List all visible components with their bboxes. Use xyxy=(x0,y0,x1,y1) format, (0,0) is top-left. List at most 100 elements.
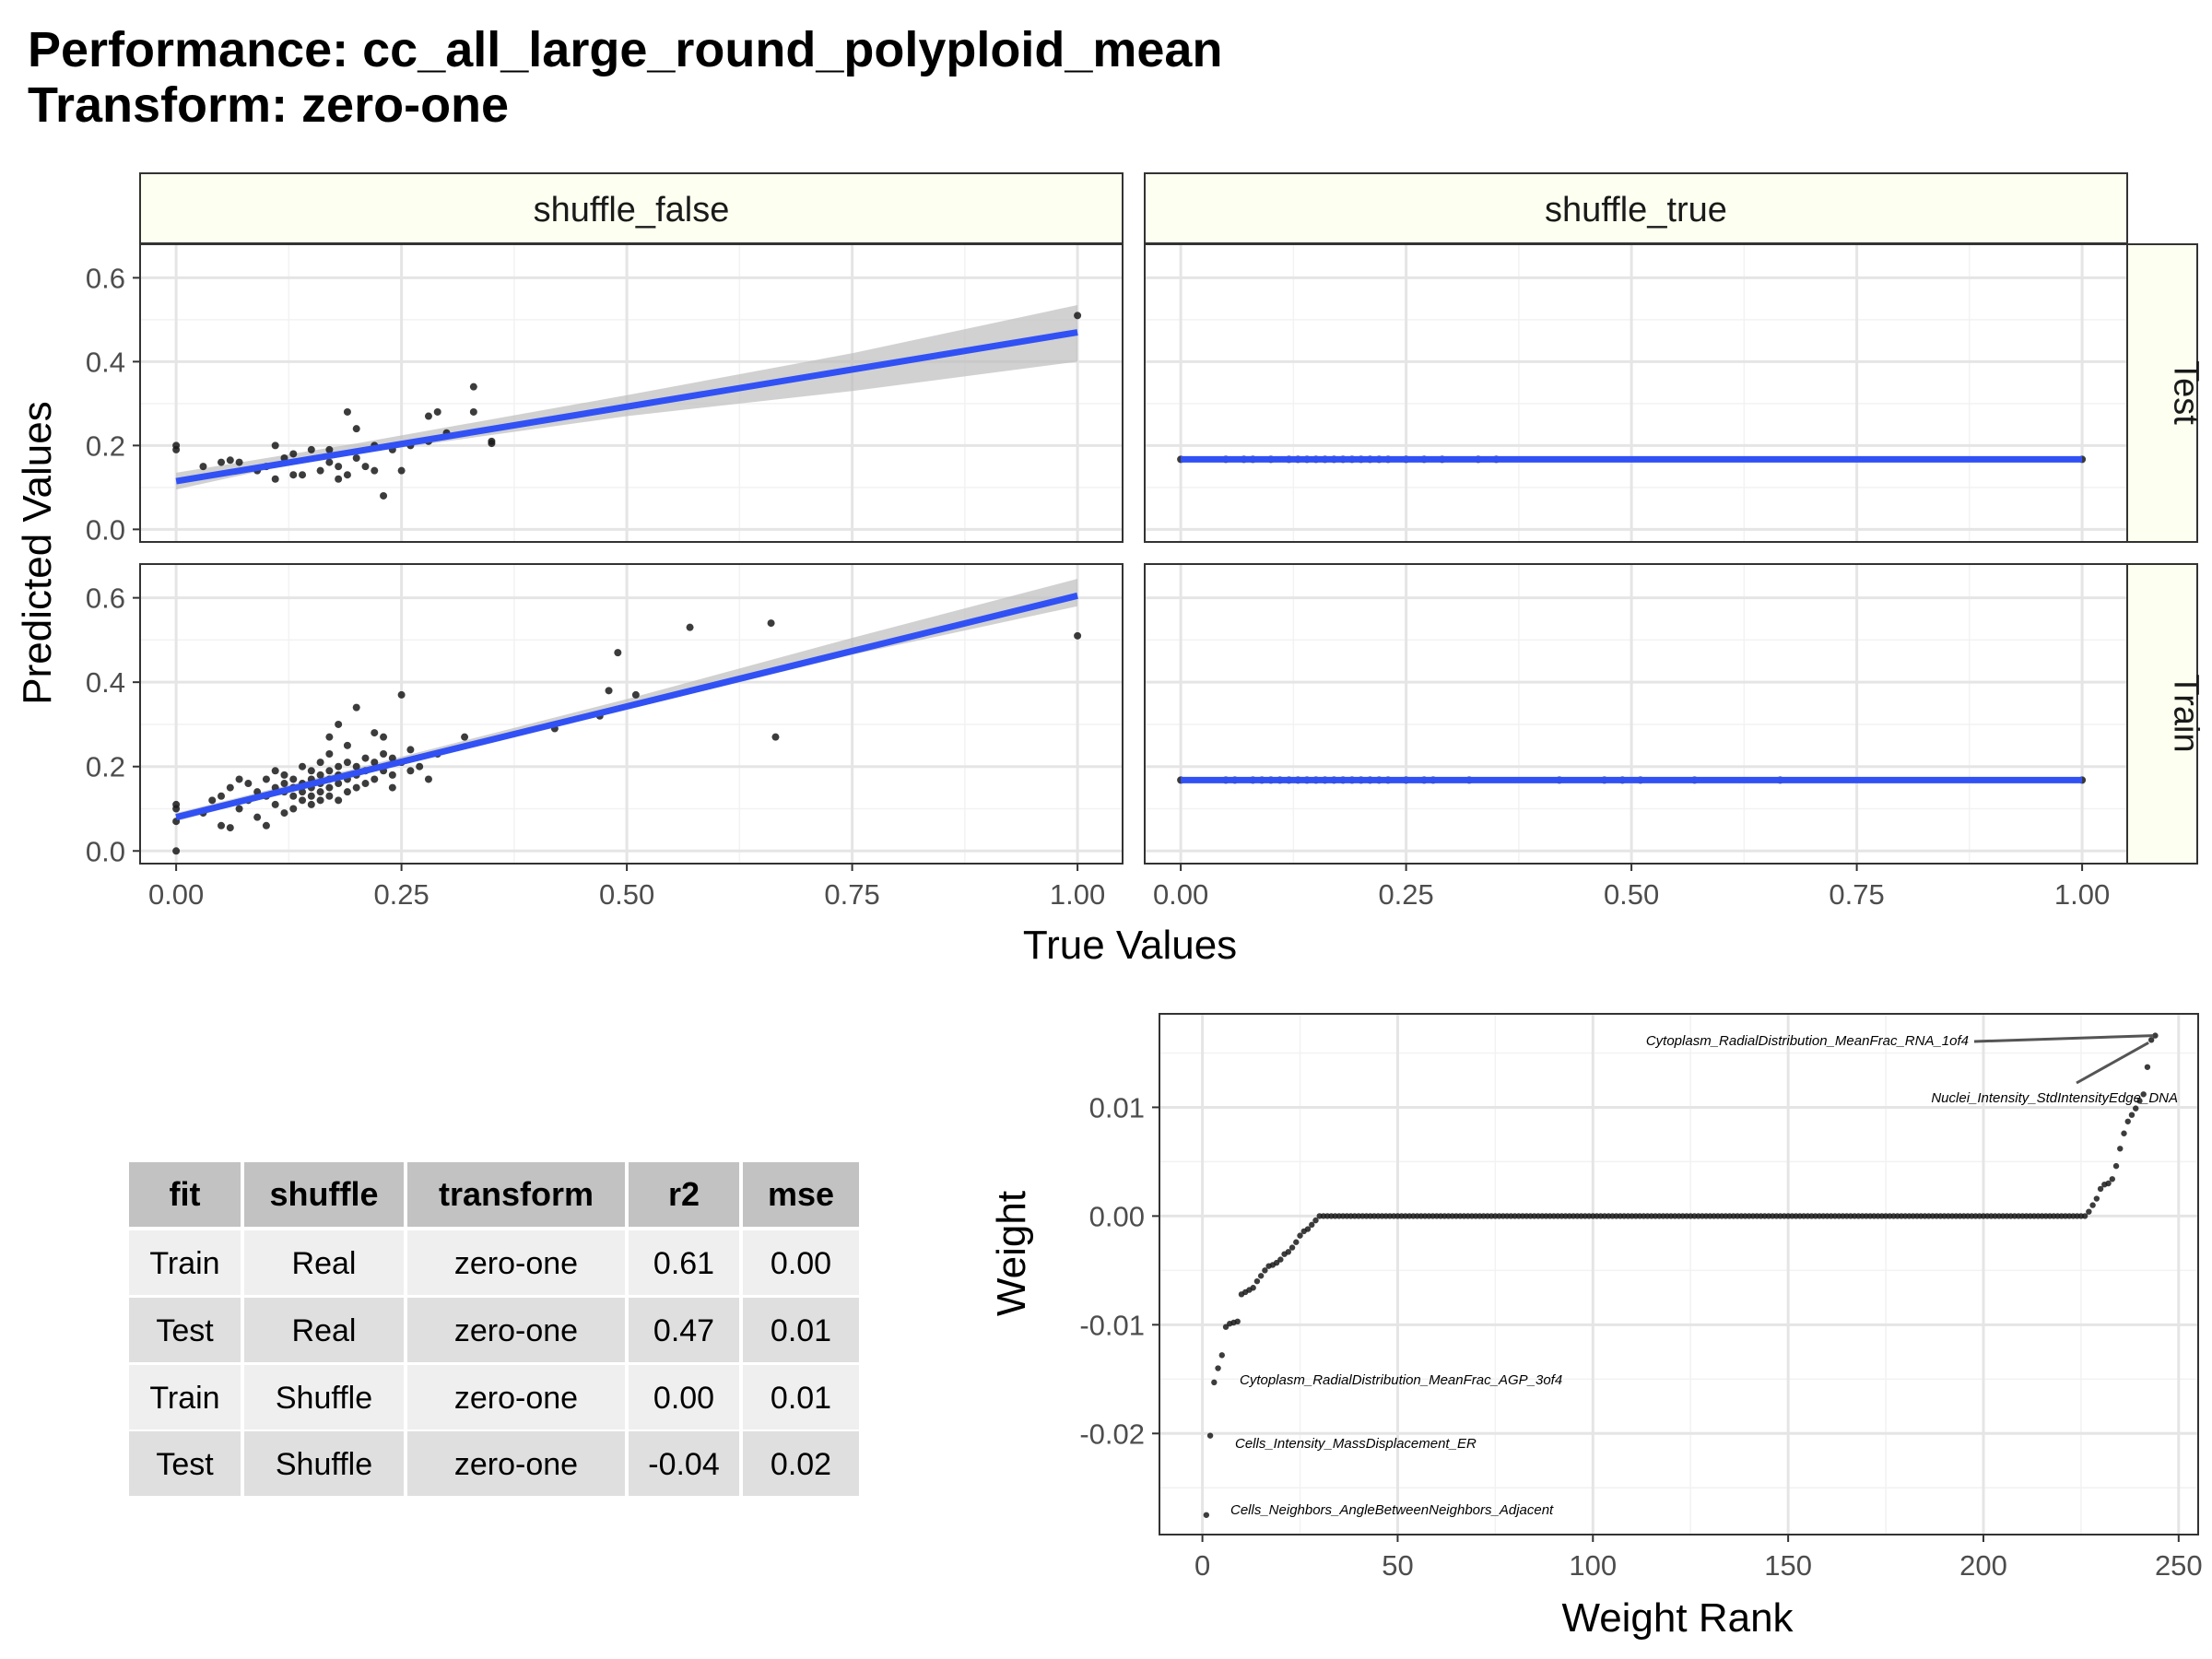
strip-shuffle-true xyxy=(1144,172,2128,244)
data-point xyxy=(226,456,234,465)
data-point xyxy=(335,796,343,805)
table-cell-value: Test xyxy=(156,1447,214,1482)
y-tick-label: -0.01 xyxy=(1079,1309,1145,1341)
weight-x-axis-title: Weight Rank xyxy=(1561,1595,1794,1641)
data-point xyxy=(325,767,334,775)
weight-point xyxy=(2081,1213,2088,1219)
table-cell xyxy=(244,1365,404,1430)
table-cell-value: zero-one xyxy=(454,1447,578,1482)
table-cell-value: 0.01 xyxy=(771,1381,831,1416)
data-point xyxy=(424,775,432,783)
data-point xyxy=(289,471,298,479)
data-point xyxy=(380,733,388,741)
data-point xyxy=(316,788,324,796)
data-point xyxy=(397,690,406,699)
table-header-label: transform xyxy=(439,1175,594,1213)
table-cell-value: Real xyxy=(292,1313,357,1348)
table-header-label: mse xyxy=(768,1175,834,1213)
weight-annotation-label: Cytoplasm_RadialDistribution_MeanFrac_RN… xyxy=(1646,1033,1969,1049)
data-point xyxy=(371,759,379,767)
data-point xyxy=(325,749,334,758)
table-header-cell xyxy=(629,1162,739,1227)
weight-panel-background xyxy=(1159,1014,2198,1535)
weight-point xyxy=(1297,1232,1303,1239)
data-point xyxy=(235,458,243,466)
data-point xyxy=(218,458,226,466)
x-tick-label: 0.75 xyxy=(1829,878,1884,911)
data-point xyxy=(262,775,270,783)
annotation-connector xyxy=(1973,1034,2154,1043)
table-cell-value: Shuffle xyxy=(276,1381,372,1416)
data-point xyxy=(280,771,288,779)
data-point xyxy=(299,788,307,796)
title-line-1: Performance: cc_all_large_round_polyploi… xyxy=(28,22,1222,77)
strip-train xyxy=(2126,563,2198,865)
weight-point xyxy=(1257,1273,1265,1279)
weight-point xyxy=(2097,1185,2104,1193)
weight-annotation-label: Nuclei_Intensity_StdIntensityEdge_DNA xyxy=(1931,1090,2178,1106)
data-point xyxy=(218,821,226,830)
table-header-cell xyxy=(129,1162,241,1227)
data-point xyxy=(433,407,441,416)
data-point xyxy=(343,407,351,416)
weight-point xyxy=(2144,1064,2151,1070)
data-point xyxy=(325,733,334,741)
data-point xyxy=(307,800,315,808)
x-tick-label: 0.75 xyxy=(824,878,879,911)
data-point xyxy=(271,441,279,450)
y-tick-label: 0.4 xyxy=(86,666,125,699)
weight-point xyxy=(2121,1130,2127,1136)
data-point xyxy=(388,771,396,779)
data-point xyxy=(352,762,360,771)
data-point xyxy=(289,792,298,800)
table-header-cell xyxy=(244,1162,404,1227)
facet-y-tick-labels: 0.0 0.2 0.4 0.6 0.0 0.2 0.4 0.6 xyxy=(86,262,125,867)
data-point xyxy=(307,445,315,453)
data-point xyxy=(172,441,181,450)
data-point xyxy=(352,783,360,792)
data-point xyxy=(226,783,234,792)
table-cell-value: 0.00 xyxy=(653,1381,714,1416)
data-point xyxy=(461,733,469,741)
panel-border xyxy=(1144,243,2128,543)
data-point xyxy=(352,703,360,712)
x-tick-label: 150 xyxy=(1764,1549,1812,1582)
weight-point xyxy=(2093,1195,2100,1202)
x-tick-label: 250 xyxy=(2155,1549,2203,1582)
facet-x-axis-title: True Values xyxy=(1023,923,1237,968)
weight-annotation-label: Cytoplasm_RadialDistribution_MeanFrac_AG… xyxy=(1240,1372,1562,1388)
weight-point xyxy=(1206,1432,1214,1439)
data-point xyxy=(614,649,622,657)
table-cell-value: zero-one xyxy=(454,1246,578,1281)
data-point xyxy=(235,775,243,783)
table-cell xyxy=(629,1431,739,1496)
data-point xyxy=(343,471,351,479)
data-point xyxy=(289,805,298,813)
table-cell xyxy=(743,1431,859,1496)
fit-line xyxy=(175,329,1078,485)
panel-background xyxy=(1145,564,2127,864)
table-cell-value: Train xyxy=(149,1381,219,1416)
annotation-connector xyxy=(2076,1041,2149,1085)
weight-point xyxy=(1234,1318,1241,1325)
data-point xyxy=(469,382,477,391)
data-point xyxy=(208,796,217,805)
data-point xyxy=(416,762,424,771)
weight-point xyxy=(1250,1285,1256,1291)
weight-point xyxy=(2112,1162,2120,1170)
weight-point xyxy=(1262,1267,1268,1274)
table-cell xyxy=(629,1230,739,1295)
weight-annotation-label: Cells_Intensity_MassDisplacement_ER xyxy=(1235,1436,1477,1452)
data-point xyxy=(325,792,334,800)
data-point xyxy=(335,720,343,728)
data-point xyxy=(235,805,243,813)
data-point xyxy=(218,792,226,800)
data-point xyxy=(343,759,351,767)
table-cell xyxy=(629,1365,739,1430)
table-cell-value: Real xyxy=(292,1246,357,1281)
x-tick-label: 0.00 xyxy=(148,878,204,911)
data-point xyxy=(271,800,279,808)
table-header-cell xyxy=(743,1162,859,1227)
weight-point xyxy=(2133,1105,2139,1112)
weight-point xyxy=(1304,1226,1312,1232)
